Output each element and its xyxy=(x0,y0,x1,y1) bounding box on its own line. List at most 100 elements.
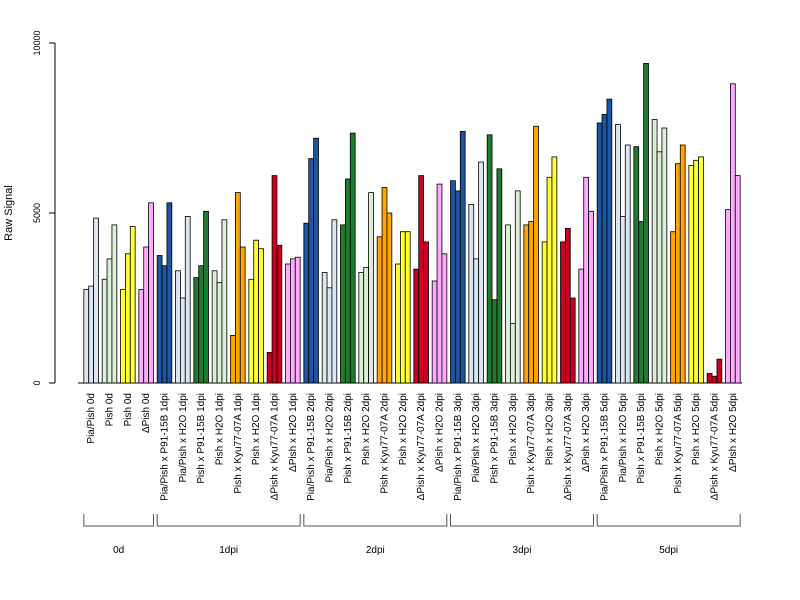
x-tick-label: ΔPish x Kyu77-07A 3dpi xyxy=(563,393,574,500)
bar xyxy=(693,159,700,384)
bar xyxy=(459,130,466,384)
group-label: 5dpi xyxy=(659,545,678,556)
bar xyxy=(638,221,645,384)
bar xyxy=(161,265,168,384)
bar xyxy=(193,277,200,384)
bar xyxy=(326,287,333,384)
category-labels: Pia/Pish 0d Pish 0d Pish 0d ΔPish 0d Pia/Pis… xyxy=(86,393,739,501)
x-tick-label: Pish x H2O 1dpi xyxy=(215,393,226,465)
x-tick-label: Pia/Pish x H2O 5dpi xyxy=(618,393,629,483)
bar xyxy=(478,161,484,384)
bar xyxy=(266,351,273,384)
bar xyxy=(344,178,351,384)
y-axis: 0 5000 10000 xyxy=(32,30,56,386)
bar xyxy=(376,236,383,384)
bar xyxy=(679,144,686,384)
bar xyxy=(698,156,704,384)
bar xyxy=(363,266,370,384)
x-tick-label: Pia/Pish 0d xyxy=(86,393,97,444)
bar xyxy=(138,289,145,384)
bar xyxy=(368,192,374,384)
group-brackets: 0d 1dpi 2dpi 3dpi 5dpi xyxy=(83,514,741,556)
bar xyxy=(601,114,608,384)
bar xyxy=(221,219,228,384)
bar xyxy=(340,224,346,384)
group-label: 1dpi xyxy=(219,545,238,556)
bar xyxy=(120,289,126,384)
x-tick-label: ΔPish 0d xyxy=(141,393,152,433)
bar xyxy=(473,258,480,384)
group-bracket xyxy=(83,514,154,527)
x-tick-label: Pish 0d xyxy=(105,393,116,426)
bar xyxy=(546,176,553,384)
bar xyxy=(381,187,388,384)
bar xyxy=(83,289,90,384)
bar xyxy=(468,204,475,384)
bar xyxy=(321,272,328,384)
bar xyxy=(725,209,731,384)
bar xyxy=(624,144,631,384)
bar xyxy=(258,248,264,384)
bar xyxy=(564,227,571,384)
bar xyxy=(303,222,310,384)
bar xyxy=(541,241,548,384)
x-tick-label: Pish x P91-15B 2dpi xyxy=(343,393,354,484)
bar xyxy=(331,219,338,384)
bar xyxy=(386,212,393,384)
bar xyxy=(93,217,99,384)
bar xyxy=(661,127,668,384)
bar xyxy=(248,278,255,384)
bar xyxy=(175,270,181,384)
bar xyxy=(399,231,406,384)
bar xyxy=(450,180,456,384)
bar xyxy=(418,175,425,384)
bar xyxy=(674,163,681,384)
x-tick-label: ΔPish x H2O 5dpi xyxy=(728,393,739,472)
bar xyxy=(313,137,319,384)
bar xyxy=(211,270,218,384)
y-tick-label: 5000 xyxy=(32,203,42,223)
x-tick-label: Pish 0d xyxy=(123,393,134,426)
bar xyxy=(643,63,649,384)
bar xyxy=(404,231,411,384)
bar xyxy=(423,241,429,384)
bar xyxy=(88,285,95,384)
bar xyxy=(148,202,154,384)
bar xyxy=(729,83,736,384)
bar xyxy=(308,158,315,384)
y-axis-label: Raw Signal xyxy=(3,185,15,241)
bar xyxy=(606,98,613,384)
bar xyxy=(129,226,136,384)
bar xyxy=(615,124,621,384)
bar xyxy=(656,151,663,384)
bar xyxy=(124,253,131,384)
bar xyxy=(734,175,741,384)
bar xyxy=(486,134,493,384)
bar xyxy=(551,156,558,384)
bar xyxy=(156,255,163,384)
bar xyxy=(688,164,695,384)
bar xyxy=(230,334,236,384)
bar xyxy=(596,122,603,384)
group-bracket xyxy=(450,514,594,527)
x-tick-label: Pish x H2O 3dpi xyxy=(545,393,556,465)
x-tick-label: ΔPish x Kyu77-07A 1dpi xyxy=(270,393,281,500)
x-tick-label: ΔPish x H2O 3dpi xyxy=(581,393,592,472)
x-tick-label: Pish x Kyu77-07A 1dpi xyxy=(233,393,244,494)
bar xyxy=(441,253,448,384)
bar xyxy=(166,202,173,384)
x-tick-label: ΔPish x Kyu77-07A 5dpi xyxy=(710,393,721,500)
group-label: 3dpi xyxy=(513,545,532,556)
bar xyxy=(179,297,186,384)
bar xyxy=(203,210,209,384)
x-tick-label: Pia/Pish x H2O 3dpi xyxy=(471,393,482,483)
x-tick-label: ΔPish x Kyu77-07A 2dpi xyxy=(416,393,427,500)
bar xyxy=(111,224,118,384)
x-tick-label: Pish x H2O 3dpi xyxy=(508,393,519,465)
x-tick-label: Pia/Pish x P91-15B 3dpi xyxy=(453,393,464,501)
x-tick-label: Pia/Pish x P91-15B 2dpi xyxy=(306,393,317,501)
bar xyxy=(523,224,530,384)
bar xyxy=(395,263,401,384)
x-tick-label: Pia/Pish x P91-15B 5dpi xyxy=(600,393,611,501)
bar xyxy=(578,268,585,384)
